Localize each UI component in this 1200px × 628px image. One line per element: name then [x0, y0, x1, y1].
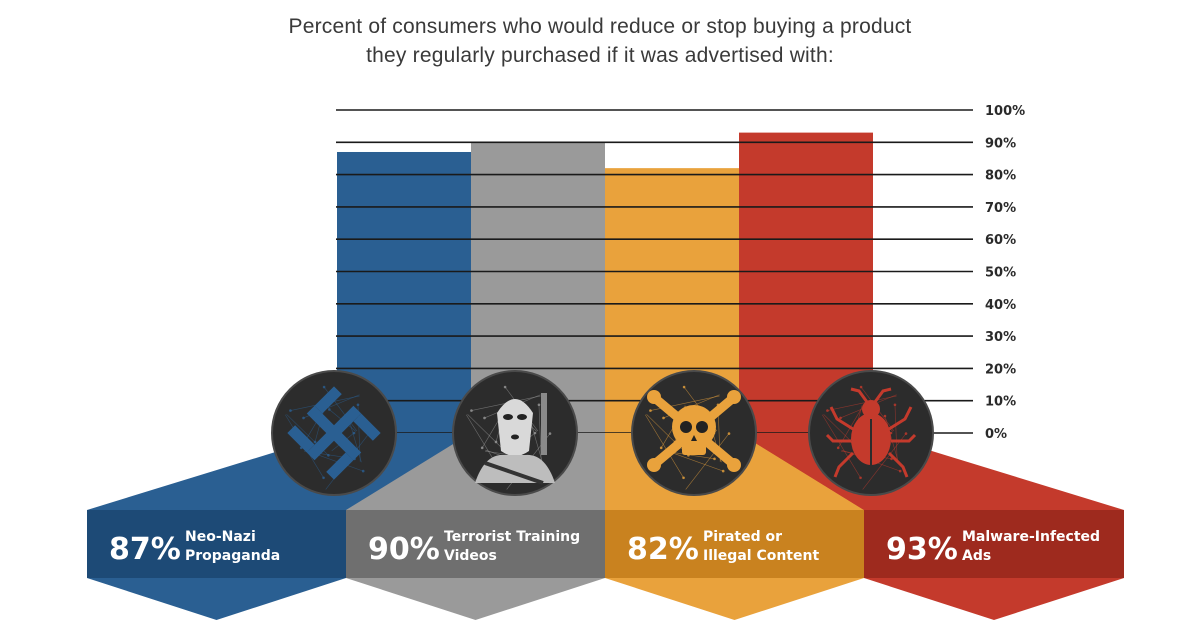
- y-tick-label: 70%: [985, 201, 1016, 216]
- chevron-0: [87, 578, 346, 620]
- value-label-3: 93%: [886, 532, 958, 567]
- value-label-2: 82%: [627, 532, 699, 567]
- chevron-3: [864, 578, 1124, 620]
- y-tick-label: 20%: [985, 362, 1016, 377]
- chart-title: Percent of consumers who would reduce or…: [0, 12, 1200, 70]
- category-label-1-line-1: Videos: [444, 548, 497, 564]
- gridlines-group: [336, 109, 973, 434]
- label-band-2: [605, 510, 864, 578]
- y-tick-label: 100%: [985, 104, 1025, 119]
- category-label-1-line-0: Terrorist Training: [444, 529, 580, 545]
- category-label-2-line-1: Illegal Content: [703, 548, 819, 564]
- icons-group: [271, 370, 934, 496]
- chart-title-line-2: they regularly purchased if it was adver…: [366, 44, 834, 67]
- value-label-0: 87%: [109, 532, 181, 567]
- swastika-icon: [271, 370, 397, 496]
- y-tick-label: 30%: [985, 330, 1016, 345]
- y-tick-label: 40%: [985, 298, 1016, 313]
- category-label-3-line-0: Malware-Infected: [962, 529, 1100, 545]
- label-band-1: [346, 510, 605, 578]
- category-label-0-line-1: Propaganda: [185, 548, 280, 564]
- chevron-1: [346, 578, 605, 620]
- y-tick-label: 0%: [985, 427, 1007, 442]
- y-tick-labels-group: 0% 10% 20% 30% 40% 50% 60% 70% 80% 90% 100%: [985, 104, 1025, 442]
- value-label-1: 90%: [368, 532, 440, 567]
- bottom-banner-group: 87% Neo-Nazi Propaganda 90% Terrorist Traini…: [87, 433, 1124, 620]
- y-tick-label: 80%: [985, 169, 1016, 184]
- y-tick-label: 60%: [985, 233, 1016, 248]
- y-tick-label: 10%: [985, 395, 1016, 410]
- category-label-3-line-1: Ads: [962, 548, 991, 564]
- category-label-2-line-0: Pirated or: [703, 529, 782, 545]
- label-band-3: [864, 510, 1124, 578]
- y-tick-label: 90%: [985, 136, 1016, 151]
- skull-crossbones-icon: [631, 370, 757, 496]
- y-tick-label: 50%: [985, 266, 1016, 281]
- bug-icon: [808, 370, 934, 496]
- chart-title-line-1: Percent of consumers who would reduce or…: [288, 15, 912, 38]
- chevron-2: [605, 578, 864, 620]
- label-band-0: [87, 510, 346, 578]
- category-label-0-line-0: Neo-Nazi: [185, 529, 256, 545]
- masked-gunman-icon: [452, 370, 578, 496]
